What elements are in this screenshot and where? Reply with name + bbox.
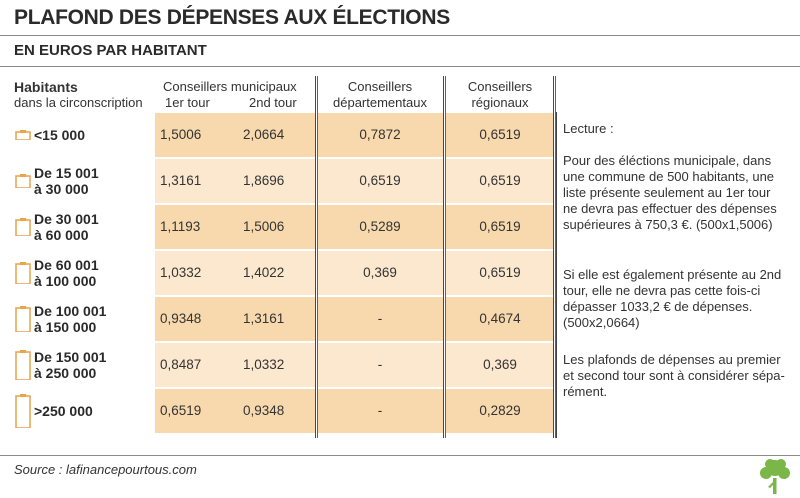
row-label-habitants: De 15 001 à 30 000 (14, 159, 154, 203)
table-cell: 1,0332 (243, 357, 285, 372)
table-cell: 1,1193 (160, 219, 201, 234)
building-icon (15, 350, 31, 380)
table-row (155, 113, 555, 157)
table-cell: 1,3161 (160, 173, 202, 188)
table-cell: 0,6519 (359, 173, 401, 188)
row-label-habitants: De 100 001 à 150 000 (14, 297, 154, 341)
table-cell: 0,6519 (479, 219, 521, 234)
row-label-line1: >250 000 (34, 403, 93, 419)
table-cell: 0,9348 (243, 403, 285, 418)
table-cell: 0,2829 (479, 403, 521, 418)
row-label-line1: De 15 001 (34, 165, 99, 181)
page-title: PLAFOND DES DÉPENSES AUX ÉLECTIONS (14, 6, 450, 29)
footer-divider (0, 455, 800, 456)
table-row (155, 205, 555, 249)
header-municipaux: Conseillers municipaux (163, 79, 297, 94)
table-cell: 0,7872 (359, 127, 401, 142)
header-departementaux: Conseillers (347, 79, 413, 94)
building-icon (15, 306, 31, 332)
row-label-line1: De 60 001 (34, 257, 99, 273)
title-divider (0, 35, 800, 36)
table-cell: 1,4022 (243, 265, 285, 280)
table-cell: 0,6519 (479, 127, 521, 142)
header-habitants-sub: dans la circonscription (14, 95, 143, 110)
table-row (155, 159, 555, 203)
separator-regionaux-right (553, 76, 556, 438)
source-credit: Source : lafinancepourtous.com (14, 462, 197, 477)
building-icon (15, 174, 31, 188)
table-cell: 2,0664 (243, 127, 285, 142)
row-label-line1: <15 000 (34, 127, 85, 143)
table-cell: 0,369 (363, 265, 397, 280)
table-cell: 0,6519 (479, 173, 521, 188)
row-label-habitants: De 60 001 à 100 000 (14, 251, 154, 295)
row-label-habitants: >250 000 (14, 389, 154, 433)
table-cell: 0,5289 (359, 219, 401, 234)
row-label-line2: à 250 000 (34, 365, 97, 381)
table-cell: 0,6519 (160, 403, 202, 418)
row-label-line1: De 100 001 (34, 303, 107, 319)
table-row (155, 343, 555, 387)
table-cell: 0,6519 (479, 265, 521, 280)
table-cell: 0,369 (483, 357, 517, 372)
building-icon (15, 130, 31, 140)
building-icon (15, 262, 31, 284)
row-label-line2: à 150 000 (34, 319, 97, 335)
table-cell: - (377, 403, 383, 418)
header-regionaux: Conseillers (467, 79, 533, 94)
header-tour1: 1er tour (165, 95, 210, 110)
separator-departementaux (315, 76, 318, 438)
table-cell: 1,5006 (160, 127, 202, 142)
table-cell: 0,4674 (479, 311, 521, 326)
row-label-habitants: <15 000 (14, 113, 154, 157)
building-icon (15, 218, 31, 236)
notes-divider (556, 112, 557, 438)
table-cell: 0,8487 (160, 357, 202, 372)
subtitle-divider (0, 66, 800, 67)
table-cell: 0,9348 (160, 311, 202, 326)
row-label-line1: De 150 001 (34, 349, 107, 365)
row-label-line2: à 60 000 (34, 227, 89, 243)
table-row (155, 297, 555, 341)
table-cell: 1,5006 (243, 219, 285, 234)
note-example-second-round: Si elle est également présente au 2nd to… (563, 267, 782, 330)
table-row (155, 389, 555, 433)
building-icon (15, 394, 31, 428)
table-row (155, 251, 555, 295)
tree-logo-icon (760, 459, 790, 494)
separator-regionaux-left (443, 76, 446, 438)
page-subtitle: EN EUROS PAR HABITANT (14, 42, 207, 59)
row-label-line2: à 100 000 (34, 273, 97, 289)
note-separate-ceilings: Les plafonds de dépenses au premier et s… (563, 352, 785, 399)
table-cell: - (377, 357, 383, 372)
row-label-habitants: De 30 001 à 60 000 (14, 205, 154, 249)
header-regionaux-sub: régionaux (471, 95, 529, 110)
table-cell: 1,0332 (160, 265, 202, 280)
note-heading: Lecture : (563, 121, 614, 136)
row-label-line2: à 30 000 (34, 181, 89, 197)
row-label-habitants: De 150 001 à 250 000 (14, 343, 154, 387)
note-example-first-round: Pour des éléctions municipale, dans une … (563, 153, 777, 232)
table-cell: 1,3161 (243, 311, 285, 326)
row-label-line1: De 30 001 (34, 211, 99, 227)
header-habitants: Habitants (14, 79, 78, 95)
table-cell: 1,8696 (243, 173, 285, 188)
table-cell: - (377, 311, 383, 326)
header-tour2: 2nd tour (249, 95, 297, 110)
header-departementaux-sub: départementaux (333, 95, 427, 110)
